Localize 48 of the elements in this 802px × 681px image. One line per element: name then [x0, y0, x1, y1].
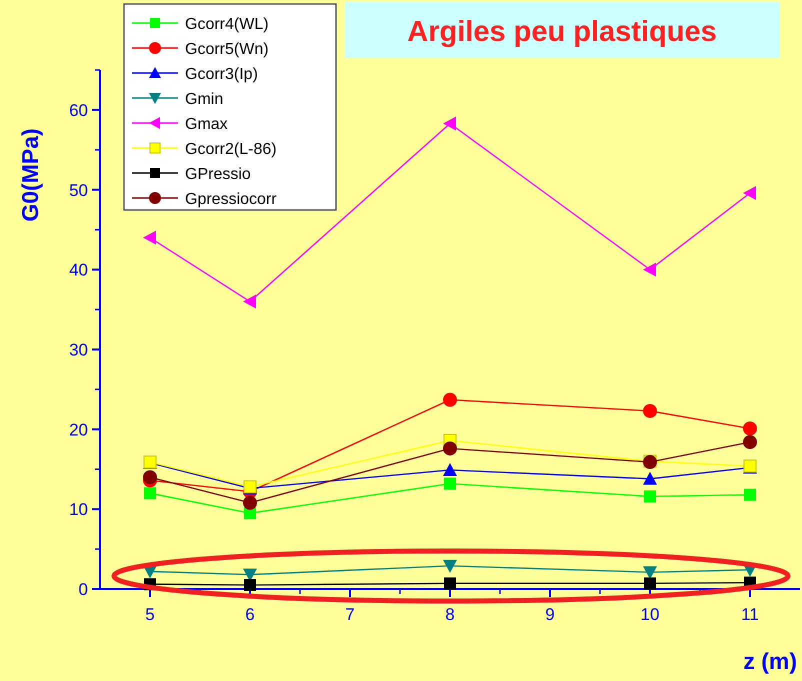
point	[743, 422, 757, 436]
point	[443, 392, 457, 407]
legend-label: Gcorr3(Ip)	[185, 66, 258, 83]
legend-label: Gmax	[185, 116, 228, 133]
point	[643, 566, 657, 580]
x-tick-label: 8	[445, 605, 455, 624]
y-tick-label: 20	[69, 420, 88, 440]
x-tick-label: 10	[640, 605, 660, 624]
x-tick-label: 5	[145, 605, 155, 624]
point	[743, 435, 757, 450]
legend-label: GPressio	[185, 166, 251, 183]
point	[643, 472, 657, 485]
x-tick-label: 7	[345, 605, 355, 624]
point	[243, 496, 257, 510]
point	[644, 490, 656, 502]
x-axis-title: z (m)	[743, 648, 797, 674]
y-tick-label: 60	[69, 100, 88, 120]
point	[143, 230, 156, 245]
point	[144, 487, 156, 500]
y-tick-label: 10	[69, 500, 88, 520]
point	[443, 441, 457, 456]
point	[743, 186, 756, 200]
chart-title: Argiles peu plastiques	[407, 16, 717, 48]
point	[643, 262, 656, 277]
legend-label: Gmin	[185, 91, 224, 108]
point	[443, 116, 456, 130]
y-axis-title: G0(MPa)	[17, 128, 43, 222]
point	[643, 404, 657, 418]
x-tick-label: 9	[545, 605, 555, 624]
legend-label: Gpressiocorr	[185, 191, 278, 208]
point	[644, 577, 656, 590]
legend-label: Gcorr4(WL)	[185, 16, 269, 33]
y-tick-label: 40	[69, 260, 88, 280]
point	[444, 478, 456, 490]
point	[744, 488, 756, 501]
legend-label: Gcorr2(L-86)	[185, 141, 277, 158]
y-tick-label: 0	[78, 580, 88, 599]
point	[443, 463, 457, 476]
y-tick-label: 50	[69, 180, 88, 200]
x-tick-label: 6	[245, 605, 255, 624]
y-tick-label: 30	[69, 340, 88, 360]
point	[244, 579, 256, 592]
point	[143, 470, 157, 484]
point	[243, 294, 256, 309]
point	[443, 560, 457, 573]
legend-label: Gcorr5(Wn)	[185, 41, 269, 58]
point	[444, 577, 456, 590]
x-tick-label: 11	[741, 605, 759, 624]
